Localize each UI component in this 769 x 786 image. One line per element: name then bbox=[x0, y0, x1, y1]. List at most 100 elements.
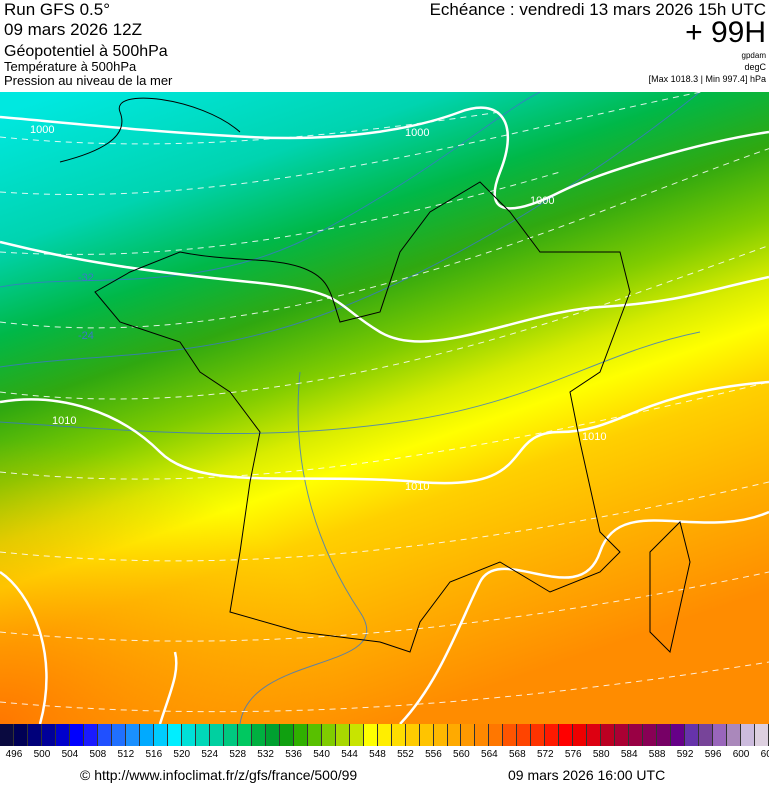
parameter-temperature: Température à 500hPa bbox=[4, 59, 137, 74]
colorbar-swatch bbox=[503, 724, 518, 746]
isotherm-label: -24 bbox=[78, 330, 94, 342]
colorbar-label: 604 bbox=[760, 749, 769, 760]
colorbar-label: 544 bbox=[341, 749, 358, 760]
parameter-geopotential: Géopotentiel à 500hPa bbox=[4, 43, 168, 60]
colorbar-label: 528 bbox=[229, 749, 247, 760]
colorbar-swatch bbox=[671, 724, 686, 746]
colorbar-label: 572 bbox=[536, 749, 554, 760]
forecast-valid-time: Echéance : vendredi 13 mars 2026 15h UTC bbox=[429, 0, 766, 19]
colorbar-swatch bbox=[461, 724, 476, 746]
colorbar-swatch bbox=[69, 724, 84, 746]
colorbar-swatch bbox=[209, 724, 224, 746]
coastline-and-borders bbox=[59, 97, 691, 653]
colorbar-swatch bbox=[13, 724, 28, 746]
run-title: Run GFS 0.5° bbox=[4, 0, 111, 19]
colorbar-label: 548 bbox=[369, 749, 386, 760]
colorbar-swatch bbox=[167, 724, 182, 746]
colorbar bbox=[0, 724, 769, 746]
colorbar-swatch bbox=[335, 724, 350, 746]
colorbar-swatch bbox=[755, 724, 769, 746]
colorbar-swatch bbox=[293, 724, 308, 746]
colorbar-label: 596 bbox=[704, 749, 722, 760]
colorbar-swatch bbox=[587, 724, 602, 746]
colorbar-label: 600 bbox=[732, 749, 750, 760]
colorbar-label: 520 bbox=[173, 749, 191, 760]
colorbar-label: 552 bbox=[397, 749, 414, 760]
colorbar-swatch bbox=[629, 724, 644, 746]
colorbar-label: 576 bbox=[564, 749, 582, 760]
colorbar-swatch bbox=[643, 724, 658, 746]
generated-time: 09 mars 2026 16:00 UTC bbox=[508, 767, 666, 783]
colorbar-label: 580 bbox=[592, 749, 610, 760]
colorbar-label: 584 bbox=[620, 749, 638, 760]
colorbar-swatch bbox=[195, 724, 210, 746]
colorbar-label: 508 bbox=[89, 749, 107, 760]
colorbar-label: 504 bbox=[61, 749, 79, 760]
unit-gpdam: gpdam bbox=[741, 51, 766, 60]
isotherms bbox=[0, 92, 701, 724]
colorbar-swatch bbox=[433, 724, 448, 746]
geopotential-contours bbox=[0, 92, 769, 713]
colorbar-swatch bbox=[125, 724, 140, 746]
colorbar-swatch bbox=[111, 724, 126, 746]
weather-map: 1000 1000 1000 1010 1010 1010 -32 -24 bbox=[0, 92, 769, 724]
isobar-label: 1000 bbox=[30, 124, 54, 136]
colorbar-label: 500 bbox=[33, 749, 51, 760]
colorbar-swatch bbox=[181, 724, 196, 746]
colorbar-swatch bbox=[223, 724, 238, 746]
colorbar-swatch bbox=[727, 724, 742, 746]
colorbar-swatch bbox=[685, 724, 700, 746]
unit-degc: degC bbox=[744, 62, 766, 72]
colorbar-swatch bbox=[265, 724, 280, 746]
colorbar-swatch bbox=[699, 724, 714, 746]
run-date: 09 mars 2026 12Z bbox=[4, 20, 142, 39]
colorbar-swatch bbox=[377, 724, 392, 746]
colorbar-label: 560 bbox=[453, 749, 470, 760]
colorbar-swatch bbox=[559, 724, 574, 746]
isobar-label-group: 1000 1000 1000 1010 1010 1010 bbox=[30, 124, 606, 493]
warm-area bbox=[0, 92, 769, 724]
isotherm-label: -32 bbox=[78, 272, 94, 284]
colorbar-swatch bbox=[405, 724, 420, 746]
colorbar-swatch bbox=[545, 724, 560, 746]
colorbar-swatch bbox=[517, 724, 532, 746]
isobar-label: 1010 bbox=[582, 431, 606, 443]
colorbar-swatch bbox=[307, 724, 322, 746]
lead-time: + 99H bbox=[685, 16, 766, 49]
colorbar-swatch bbox=[475, 724, 490, 746]
colorbar-label: 516 bbox=[145, 749, 163, 760]
colorbar-swatch bbox=[279, 724, 294, 746]
colorbar-label: 588 bbox=[648, 749, 666, 760]
colorbar-label: 568 bbox=[508, 749, 526, 760]
colorbar-swatch bbox=[741, 724, 756, 746]
colorbar-label: 536 bbox=[285, 749, 302, 760]
isobar-label: 1010 bbox=[52, 415, 76, 427]
colorbar-swatch bbox=[55, 724, 70, 746]
colorbar-label: 496 bbox=[5, 749, 23, 760]
colorbar-swatch bbox=[657, 724, 672, 746]
colorbar-swatch bbox=[419, 724, 434, 746]
colorbar-swatch bbox=[615, 724, 630, 746]
colorbar-swatch bbox=[153, 724, 168, 746]
colorbar-swatch bbox=[83, 724, 98, 746]
colorbar-label: 512 bbox=[117, 749, 135, 760]
copyright-url: © http://www.infoclimat.fr/z/gfs/france/… bbox=[80, 767, 358, 783]
colorbar-swatch bbox=[573, 724, 588, 746]
colorbar-label: 556 bbox=[425, 749, 442, 760]
colorbar-label: 564 bbox=[481, 749, 498, 760]
isobar-label: 1010 bbox=[405, 481, 429, 493]
colorbar-swatch bbox=[97, 724, 112, 746]
colorbar-swatch bbox=[363, 724, 378, 746]
colorbar-swatch bbox=[41, 724, 56, 746]
colorbar-swatch bbox=[447, 724, 462, 746]
colorbar-swatch bbox=[237, 724, 252, 746]
colorbar-swatch bbox=[349, 724, 364, 746]
colorbar-label: 532 bbox=[257, 749, 274, 760]
colorbar-swatch bbox=[601, 724, 616, 746]
colorbar-label: 592 bbox=[676, 749, 694, 760]
parameter-pressure: Pression au niveau de la mer bbox=[4, 73, 173, 88]
colorbar-swatch bbox=[321, 724, 336, 746]
colorbar-label: 524 bbox=[201, 749, 219, 760]
colorbar-swatch bbox=[531, 724, 546, 746]
colorbar-swatch bbox=[251, 724, 266, 746]
